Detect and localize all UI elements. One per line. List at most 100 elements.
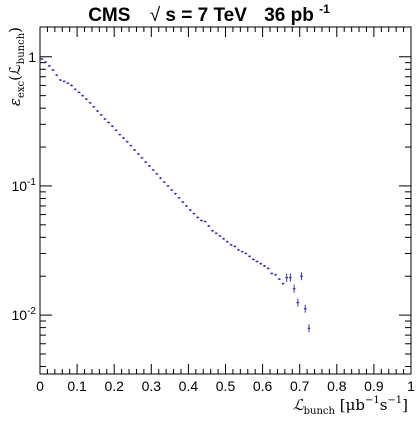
y-axis-label: εexc(ℒbunch) [6, 27, 27, 106]
x-tick-label: 0.8 [327, 378, 347, 394]
data-point [129, 144, 133, 147]
title-experiment: CMS [88, 5, 130, 26]
data-point [118, 133, 122, 136]
data-point [88, 101, 92, 104]
x-axis-label-s: s [380, 396, 388, 414]
data-point [285, 273, 289, 282]
x-tick-label: 0.5 [216, 378, 236, 394]
plot-frame [39, 26, 412, 375]
axis-ticks [39, 27, 412, 374]
data-point [47, 64, 51, 67]
data-point [188, 209, 192, 212]
data-point [244, 252, 248, 255]
data-point [292, 284, 296, 293]
data-point [125, 140, 129, 143]
data-point [237, 248, 240, 251]
x-tick-label: 0.4 [179, 378, 199, 394]
data-point [259, 262, 263, 265]
data-point [96, 110, 99, 113]
data-point [218, 234, 222, 237]
data-point [196, 216, 200, 219]
data-point [103, 117, 107, 120]
data-point [240, 250, 244, 253]
data-point [81, 94, 85, 97]
data-point [300, 272, 303, 281]
y-tick-label: 10-1 [12, 177, 37, 194]
data-point [255, 260, 259, 263]
x-tick-labels: 0 0.1 0.2 0.3 0.4 0.5 0.6 0.7 0.8 0.9 1 [36, 378, 415, 394]
data-point [307, 324, 311, 333]
data-point [296, 298, 300, 307]
data-point [166, 184, 170, 187]
data-point [55, 74, 59, 77]
y-axis-label-close: ) [6, 27, 24, 33]
data-point [136, 152, 140, 155]
data-point [203, 220, 207, 223]
data-point [144, 161, 148, 164]
title-energy: s = 7 TeV [165, 5, 247, 26]
data-point [248, 255, 251, 258]
data-point [303, 304, 307, 313]
data-points [40, 58, 311, 333]
data-point [185, 204, 188, 207]
data-point [133, 148, 136, 151]
x-tick-label: 1 [407, 378, 415, 394]
data-point [274, 273, 277, 276]
data-point [162, 181, 166, 184]
data-point [251, 258, 255, 261]
data-point [59, 79, 62, 82]
data-point [263, 264, 266, 267]
data-point [92, 105, 96, 108]
data-point [200, 219, 203, 222]
y-tick-label: 1 [28, 49, 36, 65]
x-axis-label-main: ℒ [293, 396, 305, 414]
data-point [211, 229, 214, 232]
x-tick-label: 0.2 [104, 378, 124, 394]
data-point [270, 272, 274, 275]
data-point [233, 245, 237, 248]
data-point [73, 88, 77, 91]
data-point [110, 125, 114, 128]
data-point [148, 164, 151, 167]
title-luminosity-exponent: -1 [319, 2, 330, 16]
data-point [66, 82, 70, 85]
data-point [140, 156, 144, 159]
data-point [62, 80, 66, 83]
x-tick-label: 0.1 [67, 378, 87, 394]
x-tick-label: 0.9 [364, 378, 384, 394]
data-point [281, 282, 285, 285]
data-point [214, 232, 218, 235]
x-axis-label-sub: bunch [304, 406, 336, 417]
data-point [107, 121, 110, 124]
x-tick-label: 0.6 [253, 378, 273, 394]
data-point [222, 237, 225, 240]
x-tick-label: 0.3 [142, 378, 162, 394]
y-axis-label-eps: ε [6, 98, 24, 106]
x-tick-label: 0.7 [290, 378, 310, 394]
data-point [155, 172, 159, 175]
data-point [226, 240, 229, 243]
data-point [192, 212, 196, 215]
y-tick-label: 10-2 [12, 306, 37, 323]
data-point [77, 91, 81, 94]
data-point [181, 201, 185, 204]
x-axis-label-exp2: −1 [387, 395, 402, 406]
x-axis-label: ℒbunch [μb−1s−1] [293, 395, 408, 417]
y-axis-label-argsub: bunch [16, 32, 27, 64]
chart-title: CMS √ s = 7 TeV 36 pb -1 [88, 2, 330, 26]
data-point [177, 196, 181, 199]
data-point [170, 189, 174, 192]
data-point [44, 61, 47, 64]
data-point [40, 58, 44, 61]
data-point [207, 224, 211, 227]
data-point [277, 278, 281, 281]
data-point [289, 273, 292, 282]
x-axis-label-exp1: −1 [365, 395, 380, 406]
data-point [51, 68, 55, 71]
y-tick-labels: 1 10-1 10-2 [12, 49, 37, 323]
y-axis-label-sub: exc [16, 80, 27, 98]
data-point [85, 98, 88, 101]
data-point [151, 168, 155, 171]
y-axis-label-arg: (ℒ [6, 64, 24, 81]
